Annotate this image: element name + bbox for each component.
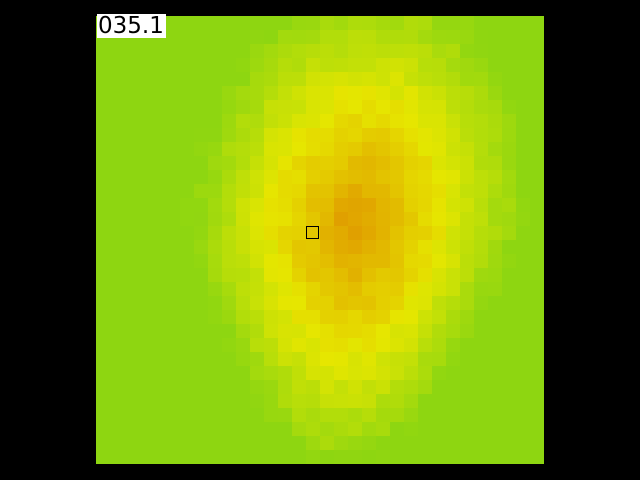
temperature-readout: 035.1 (97, 14, 166, 38)
square-crosshair-icon (306, 226, 319, 239)
thermal-pixel-grid (96, 16, 544, 464)
thermal-heatmap-image (96, 16, 544, 464)
